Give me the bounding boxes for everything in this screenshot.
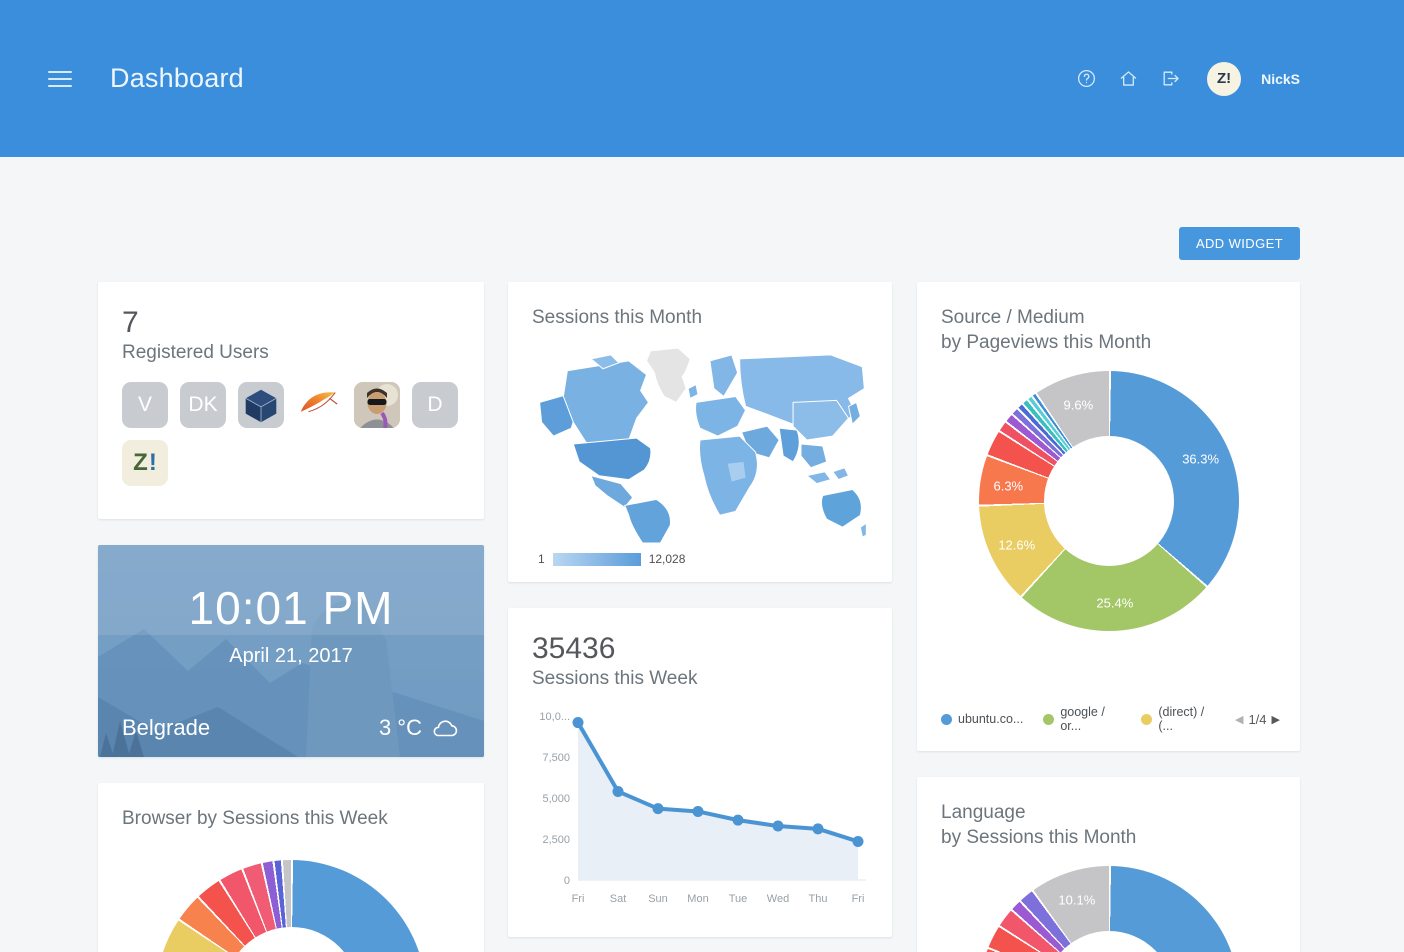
svg-text:5,000: 5,000 (542, 793, 570, 805)
svg-text:Fri: Fri (572, 893, 585, 905)
language-title-line2: by Sessions this Month (941, 826, 1137, 848)
logout-icon[interactable] (1159, 68, 1181, 90)
card-sessions-week: 35436 Sessions this Week 0 2,500 5,000 7,50… (508, 608, 892, 937)
card-browser-sessions: Browser by Sessions this Week (98, 783, 484, 952)
donut-slice-label: 9.6% (1063, 397, 1094, 413)
world-map[interactable] (532, 345, 868, 543)
help-icon[interactable] (1075, 68, 1097, 90)
svg-text:Tue: Tue (729, 893, 748, 905)
username[interactable]: NickS (1261, 70, 1300, 87)
pager-next-icon[interactable]: ▶ (1271, 713, 1280, 726)
home-icon[interactable] (1117, 68, 1139, 90)
top-header: Dashboard Z! (0, 0, 1404, 157)
legend-pager: ◀ 1/4 ▶ (1235, 712, 1280, 727)
user-avatar[interactable]: V (122, 382, 168, 428)
donut-slice-label: 25.4% (1096, 595, 1134, 611)
browser-card-title: Browser by Sessions this Week (122, 808, 388, 829)
clock-time: 10:01 PM (188, 582, 394, 634)
svg-text:0: 0 (564, 875, 570, 887)
temperature-value: 3 °C (378, 715, 422, 740)
map-legend-min: 1 (538, 552, 545, 566)
page-title: Dashboard (110, 63, 244, 93)
sessions-week-label: Sessions this Week (532, 668, 698, 689)
pager-label: 1/4 (1248, 711, 1267, 727)
registered-users-count: 7 (122, 306, 139, 339)
map-legend-max: 12,028 (648, 552, 686, 566)
dashboard-content: ADD WIDGET 7 Registered Users V DK D Z! (98, 227, 1300, 952)
card-registered-users: 7 Registered Users V DK D Z! (98, 282, 484, 519)
column-3: Source / Medium by Pageviews this Month … (917, 282, 1300, 952)
header-actions: Z! NickS (1075, 61, 1300, 96)
mountain-photo-background (98, 545, 484, 757)
source-medium-legend: ubuntu.co... google / or... (direct) / (..… (941, 705, 1280, 733)
donut-slice-label: 12.6% (998, 537, 1036, 553)
donut-slice-label: 6.3% (993, 478, 1024, 494)
column-1: 7 Registered Users V DK D Z! (98, 282, 484, 952)
weather-temp: 3 °C (379, 715, 460, 741)
pager-prev-icon[interactable]: ◀ (1234, 713, 1244, 726)
user-avatar[interactable]: DK (180, 382, 226, 428)
user-avatar[interactable] (238, 382, 284, 428)
clock-date: April 21, 2017 (229, 645, 353, 667)
legend-items: ubuntu.co... google / or... (direct) / (..… (941, 705, 1235, 733)
card-language-sessions: Language by Sessions this Month 10.1% (917, 777, 1300, 952)
menu-icon[interactable] (48, 70, 72, 87)
svg-text:Thu: Thu (809, 893, 828, 905)
language-title-line1: Language (941, 802, 1026, 823)
add-widget-button[interactable]: ADD WIDGET (1178, 227, 1300, 260)
browser-donut-chart[interactable] (156, 859, 426, 952)
svg-text:Mon: Mon (687, 893, 708, 905)
svg-text:Sun: Sun (648, 893, 668, 905)
donut-slice-label: 36.3% (1182, 451, 1220, 467)
column-2: Sessions this Month (508, 282, 892, 952)
legend-dot-icon (1141, 713, 1153, 725)
card-clock-weather: 10:01 PM April 21, 2017 Belgrade 3 °C (98, 545, 484, 757)
user-avatar-list: V DK D Z! (122, 382, 460, 486)
source-medium-title: Source / Medium by Pageviews this Month (941, 306, 1276, 355)
user-avatar[interactable] (354, 382, 400, 428)
user-avatar[interactable]: D (412, 382, 458, 428)
svg-text:7,500: 7,500 (542, 752, 570, 764)
card-sessions-month-map: Sessions this Month (508, 282, 892, 582)
map-card-title: Sessions this Month (532, 307, 703, 328)
card-source-medium: Source / Medium by Pageviews this Month … (917, 282, 1300, 751)
legend-item[interactable]: google / or... (1043, 705, 1121, 733)
legend-label: (direct) / (... (1158, 705, 1205, 733)
language-title: Language by Sessions this Month (941, 801, 1276, 850)
map-legend: 1 12,028 (538, 552, 685, 566)
cloud-icon (433, 720, 458, 737)
sessions-week-line-chart[interactable]: 0 2,500 5,000 7,500 10,0... Fri Sat Sun Mon Tue We… (532, 704, 868, 910)
svg-text:2,500: 2,500 (542, 834, 570, 846)
widget-grid: 7 Registered Users V DK D Z! (98, 282, 1300, 952)
legend-dot-icon (1043, 713, 1055, 725)
user-avatar[interactable] (296, 382, 342, 428)
source-medium-donut-chart[interactable]: 36.3% 25.4% 12.6% 6.3% 9.6% (978, 371, 1239, 632)
svg-text:10,0...: 10,0... (539, 711, 570, 723)
source-medium-title-line1: Source / Medium (941, 307, 1085, 328)
svg-text:Sat: Sat (610, 893, 627, 905)
language-donut-chart[interactable]: 10.1% (978, 866, 1239, 952)
legend-item[interactable]: ubuntu.co... (941, 705, 1023, 733)
svg-text:Wed: Wed (767, 893, 789, 905)
clock-city: Belgrade (122, 715, 211, 740)
source-medium-title-line2: by Pageviews this Month (941, 331, 1152, 353)
legend-label: ubuntu.co... (958, 712, 1024, 726)
legend-dot-icon (941, 713, 952, 725)
sessions-week-count: 35436 (532, 632, 616, 665)
legend-item[interactable]: (direct) / (... (1141, 705, 1215, 733)
legend-label: google / or... (1060, 705, 1105, 733)
donut-slice-label: 10.1% (1058, 892, 1096, 908)
user-avatar-badge[interactable]: Z! (1207, 61, 1242, 96)
svg-text:Fri: Fri (852, 893, 865, 905)
toolbar-row: ADD WIDGET (98, 227, 1300, 260)
clock-footer: Belgrade 3 °C (122, 715, 460, 741)
map-legend-gradient (552, 552, 641, 566)
user-avatar[interactable]: Z! (122, 440, 168, 486)
registered-users-label: Registered Users (122, 342, 269, 363)
